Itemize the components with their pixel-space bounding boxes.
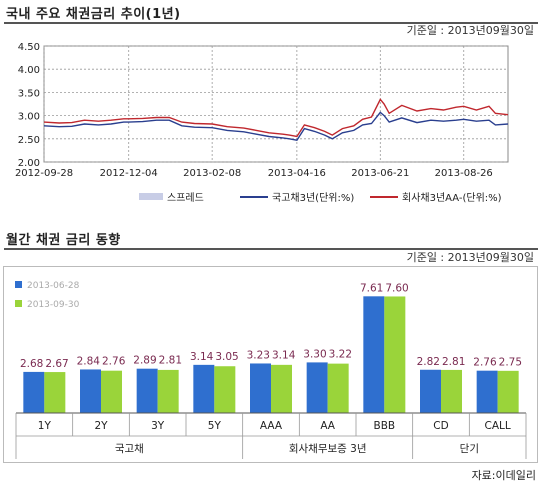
y-tick-label: 4.00 (18, 65, 40, 76)
legend-label: 2013-09-30 (27, 300, 80, 310)
legend-swatch (139, 193, 163, 200)
value-label: 3.22 (329, 348, 352, 360)
x-tick-label: 2013-06-21 (351, 168, 409, 179)
bar-chart-title: 월간 채권 금리 동향 (6, 233, 121, 248)
y-tick-label: 3.50 (18, 88, 40, 99)
line-chart-ref-date: 기준일 : 2013년09월30일 (406, 24, 534, 37)
category-label: CALL (485, 420, 511, 432)
bar-chart-panel: 2013-06-28 2013-09-30 2.68 2.67 2.84 2.76 2.89… (3, 266, 538, 463)
series-line (43, 98, 509, 138)
bar (250, 363, 271, 413)
value-label: 3.14 (190, 351, 214, 363)
value-label: 3.14 (272, 349, 296, 361)
legend-label: 2013-06-28 (27, 281, 80, 291)
value-label: 2.89 (133, 355, 156, 367)
bar (441, 369, 462, 413)
bar (363, 296, 385, 413)
value-label: 3.30 (303, 348, 326, 360)
x-tick-label: 2013-02-08 (183, 168, 241, 179)
line-chart-title: 국내 주요 채권금리 추이(1년) (6, 7, 181, 22)
category-label: AAA (260, 420, 283, 432)
group-label: 회사채무보증 3년 (289, 443, 367, 455)
category-label: BBB (374, 420, 396, 432)
group-label: 단기 (460, 443, 479, 455)
bar (306, 362, 328, 413)
x-tick-label: 2012-12-04 (100, 168, 158, 179)
legend-swatch (15, 281, 22, 288)
legend-label: 스프레드 (167, 192, 204, 204)
bar (497, 370, 519, 413)
value-label: 2.67 (45, 358, 68, 370)
value-label: 2.82 (417, 356, 440, 368)
bar (44, 372, 66, 413)
category-label: 3Y (151, 420, 165, 432)
value-label: 2.84 (77, 355, 101, 367)
value-label: 2.76 (473, 357, 497, 369)
bar (193, 364, 215, 413)
category-label: 5Y (208, 420, 222, 432)
y-tick-label: 4.50 (18, 42, 40, 53)
category-label: 2Y (94, 420, 108, 432)
bar (271, 364, 292, 413)
source-note: 자료:이데일리 (471, 469, 536, 482)
group-label: 국고채 (115, 443, 144, 455)
y-tick-label: 3.00 (18, 112, 40, 123)
category-label: AA (320, 420, 335, 432)
x-tick-label: 2013-08-26 (435, 168, 493, 179)
bar (23, 371, 45, 413)
x-tick-label: 2012-09-28 (15, 168, 73, 179)
value-label: 2.76 (102, 355, 126, 367)
y-tick-label: 2.00 (18, 158, 40, 169)
value-label: 2.81 (442, 356, 465, 368)
plot-area (43, 45, 509, 163)
series-line (43, 111, 509, 141)
legend-label: 국고채3년(단위:%) (272, 191, 354, 204)
x-tick-label: 2013-04-16 (268, 168, 326, 179)
title-underline (4, 22, 538, 24)
value-label: 2.68 (20, 358, 43, 370)
value-label: 2.81 (159, 355, 182, 367)
bar (157, 369, 179, 413)
value-label: 7.60 (385, 282, 408, 294)
bar-chart-ref-date: 기준일 : 2013년09월30일 (406, 251, 534, 264)
bar (214, 366, 236, 413)
bar (80, 369, 101, 413)
bar (327, 363, 349, 413)
legend-swatch (15, 300, 22, 307)
legend-label: 회사채3년AA-(단위:%) (402, 191, 502, 204)
value-label: 3.05 (215, 351, 238, 363)
bar (384, 296, 406, 413)
value-label: 7.61 (360, 282, 383, 294)
y-tick-label: 2.50 (18, 135, 40, 146)
bar (136, 368, 158, 413)
bar (420, 369, 441, 413)
category-label: CD (433, 420, 448, 432)
bar (101, 370, 122, 413)
category-label: 1Y (38, 420, 52, 432)
value-label: 3.23 (247, 349, 270, 361)
bar (476, 370, 498, 413)
value-label: 2.75 (499, 357, 522, 369)
title-underline (4, 248, 538, 250)
